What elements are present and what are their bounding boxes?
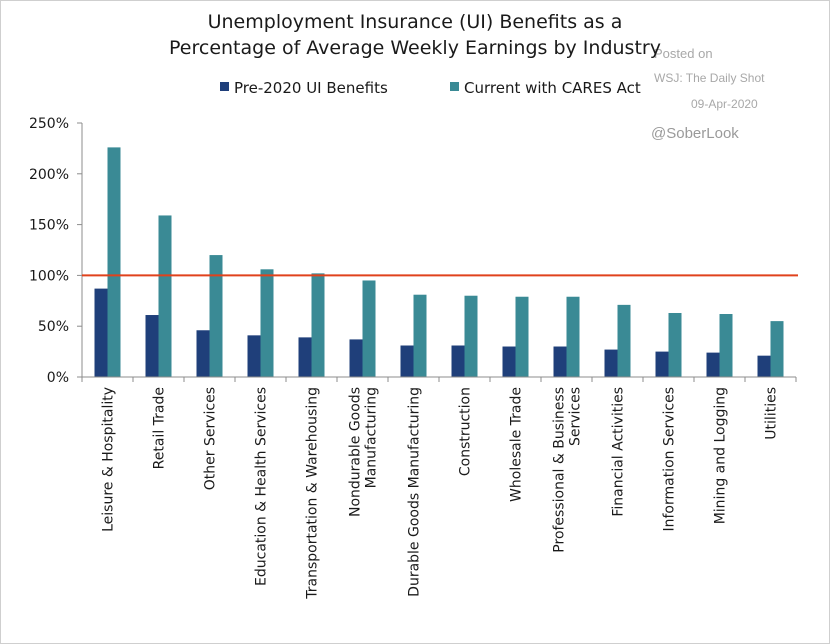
bar-2-4: [260, 269, 274, 377]
bar-2-8: [464, 295, 478, 377]
watermark-source: WSJ: The Daily Shot: [654, 71, 765, 85]
y-tick-label-4: 200%: [29, 167, 69, 183]
bar-2-3: [209, 255, 223, 377]
bar-1-5: [298, 337, 312, 377]
bar-1-9: [502, 346, 516, 377]
bar-2-12: [668, 312, 682, 377]
x-label-13: Mining and Logging: [713, 387, 729, 524]
x-label-10-line-2: Services: [568, 387, 584, 446]
bar-2-9: [515, 296, 529, 377]
x-label-12-line-1: Information Services: [662, 387, 678, 532]
x-label-3: Other Services: [203, 387, 219, 490]
bar-2-14: [770, 321, 784, 377]
x-label-12: Information Services: [662, 387, 678, 532]
bar-1-12: [655, 351, 669, 377]
bar-2-5: [311, 273, 325, 377]
bar-1-13: [706, 352, 720, 377]
y-tick-label-5: 250%: [29, 116, 69, 132]
bar-2-11: [617, 304, 631, 377]
x-label-5-line-1: Transportation & Warehousing: [305, 387, 321, 600]
x-label-1: Leisure & Hospitality: [101, 387, 117, 532]
bar-1-2: [145, 315, 159, 377]
x-label-4-line-1: Education & Health Services: [254, 387, 270, 586]
x-label-3-line-1: Other Services: [203, 387, 219, 490]
bar-1-4: [247, 335, 261, 377]
bar-2-2: [158, 215, 172, 377]
chart-title-line-2: Percentage of Average Weekly Earnings by…: [169, 37, 661, 59]
y-tick-label-1: 50%: [38, 319, 69, 335]
bar-1-14: [757, 355, 771, 377]
x-label-14-line-1: Utilities: [764, 387, 780, 440]
legend: Pre-2020 UI Benefits Current with CARES A…: [220, 79, 641, 97]
bar-2-13: [719, 314, 733, 377]
x-label-8-line-1: Construction: [458, 387, 474, 476]
bar-1-7: [400, 345, 414, 377]
x-label-7: Durable Goods Manufacturing: [407, 387, 423, 597]
x-label-9: Wholesale Trade: [509, 387, 525, 502]
bar-2-7: [413, 294, 427, 377]
bar-1-11: [604, 349, 618, 377]
chart-title-line-1: Unemployment Insurance (UI) Benefits as …: [207, 11, 623, 33]
bars: [94, 147, 784, 377]
x-label-9-line-1: Wholesale Trade: [509, 387, 525, 502]
legend-label-2: Current with CARES Act: [464, 79, 641, 97]
bar-1-6: [349, 339, 363, 377]
x-label-2: Retail Trade: [152, 387, 168, 469]
legend-label-1: Pre-2020 UI Benefits: [234, 79, 388, 97]
x-label-1-line-1: Leisure & Hospitality: [101, 387, 117, 532]
x-label-13-line-1: Mining and Logging: [713, 387, 729, 524]
bar-2-10: [566, 296, 580, 377]
x-label-5: Transportation & Warehousing: [305, 387, 321, 600]
legend-swatch-1: [220, 82, 229, 91]
x-label-10: Professional & Business Services: [552, 387, 584, 553]
y-axis: 0% 50% 100% 150% 200% 250%: [29, 116, 83, 386]
y-tick-label-2: 100%: [29, 268, 69, 284]
legend-swatch-2: [450, 82, 459, 91]
chart-title: Unemployment Insurance (UI) Benefits as …: [0, 9, 830, 61]
x-label-10-line-1: Professional & Business: [552, 387, 568, 553]
y-tick-label-3: 150%: [29, 218, 69, 234]
x-label-6: Nondurable Goods Manufacturing: [348, 387, 380, 517]
y-tick-label-0: 0%: [47, 370, 69, 386]
x-label-4: Education & Health Services: [254, 387, 270, 586]
x-label-6-line-2: Manufacturing: [364, 387, 380, 488]
x-label-7-line-1: Durable Goods Manufacturing: [407, 387, 423, 597]
x-label-11: Financial Activities: [611, 387, 627, 517]
watermark-handle: @SoberLook: [651, 125, 739, 142]
bar-1-10: [553, 346, 567, 377]
x-label-14: Utilities: [764, 387, 780, 440]
bar-1-1: [94, 288, 108, 377]
bar-1-3: [196, 330, 210, 377]
watermark-date: 09-Apr-2020: [691, 97, 758, 111]
x-axis: Leisure & Hospitality Retail Trade Other S…: [81, 376, 797, 600]
x-label-2-line-1: Retail Trade: [152, 387, 168, 469]
x-label-6-line-1: Nondurable Goods: [348, 387, 364, 517]
bar-1-8: [451, 345, 465, 377]
x-label-8: Construction: [458, 387, 474, 476]
bar-2-1: [107, 147, 121, 377]
x-label-11-line-1: Financial Activities: [611, 387, 627, 517]
watermark-posted-on: Posted on: [654, 46, 713, 61]
bar-2-6: [362, 280, 376, 377]
